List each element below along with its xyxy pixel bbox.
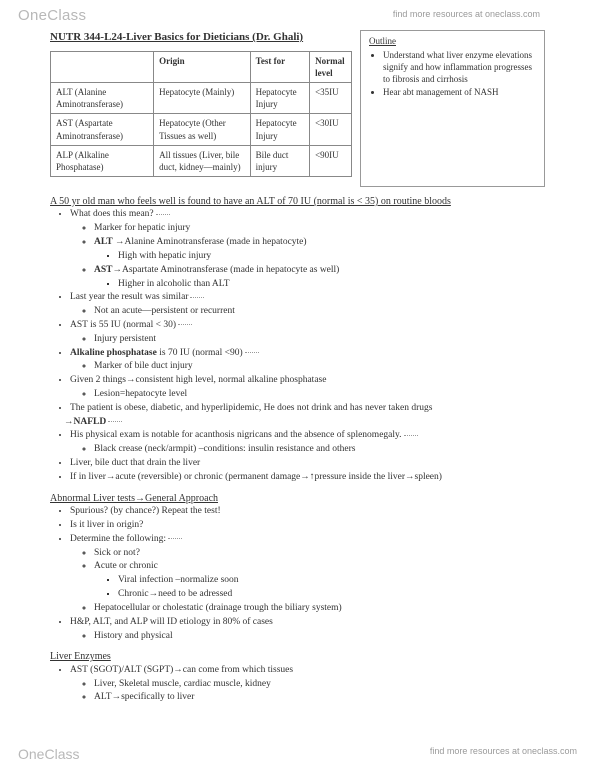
list-item: Marker for hepatic injury	[94, 222, 545, 235]
list-item: Spurious? (by chance?) Repeat the test!	[70, 505, 545, 518]
list-item: Lesion=hepatocyte level	[94, 388, 545, 401]
brand-one: One	[18, 7, 47, 24]
enzymes-section: Liver Enzymes AST (SGOT)/ALT (SGPT)→can …	[50, 650, 545, 704]
list-item: Higher in alcoholic than ALT	[118, 278, 545, 291]
list-item: Injury persistent	[94, 333, 545, 346]
list-item: If in liver→acute (reversible) or chroni…	[70, 471, 545, 484]
list-item: Not an acute—persistent or recurrent	[94, 305, 545, 318]
td: Hepatocyte Injury	[250, 114, 309, 145]
case-section: A 50 yr old man who feels well is found …	[50, 195, 545, 484]
list-item: AST is 55 IU (normal < 30)	[70, 319, 545, 332]
approach-list: Spurious? (by chance?) Repeat the test! …	[50, 505, 545, 642]
approach-title: Abnormal Liver tests→General Approach	[50, 492, 545, 506]
list-item: Acute or chronic	[94, 560, 545, 573]
case-title: A 50 yr old man who feels well is found …	[50, 195, 545, 209]
list-item: The patient is obese, diabetic, and hype…	[70, 402, 545, 415]
list-item: Sick or not?	[94, 547, 545, 560]
list-item: Determine the following:	[70, 533, 545, 546]
td: Hepatocyte Injury	[250, 83, 309, 114]
td: ALP (Alkaline Phosphatase)	[51, 145, 154, 176]
list-item: Black crease (neck/armpit) –conditions: …	[94, 443, 545, 456]
approach-section: Abnormal Liver tests→General Approach Sp…	[50, 492, 545, 643]
text: →Alanine Aminotransferase (made in hepat…	[113, 237, 307, 247]
list-item: Liver, bile duct that drain the liver	[70, 457, 545, 470]
td: <90IU	[310, 145, 352, 176]
outline-heading: Outline	[369, 35, 536, 47]
page-title: NUTR 344-L24-Liver Basics for Dieticians…	[50, 30, 352, 45]
arrow-text: →	[64, 417, 74, 427]
list-item: Given 2 things→consistent high level, no…	[70, 374, 545, 387]
list-item: Liver, Skeletal muscle, cardiac muscle, …	[94, 678, 545, 691]
list-item: History and physical	[94, 630, 545, 643]
td: <30IU	[310, 114, 352, 145]
table-row: ALP (Alkaline Phosphatase) All tissues (…	[51, 145, 352, 176]
brand-watermark-top: OneClass	[18, 6, 86, 26]
outline-item: Hear abt management of NASH	[383, 86, 536, 98]
list-item: AST (SGOT)/ALT (SGPT)→can come from whic…	[70, 664, 545, 677]
list-item: Hepatocellular or cholestatic (drainage …	[94, 602, 545, 615]
bold-text: NAFLD	[74, 417, 107, 427]
text: →Aspartate Aminotransferase (made in hep…	[112, 265, 339, 275]
bold-text: ALT	[94, 237, 113, 247]
brand-one: One	[18, 746, 44, 762]
td: AST (Aspartate Aminotransferase)	[51, 114, 154, 145]
list-item: What does this mean?	[70, 208, 545, 221]
td: All tissues (Liver, bile duct, kidney—ma…	[154, 145, 251, 176]
enzyme-table: Origin Test for Normal level ALT (Alanin…	[50, 51, 352, 177]
list-item: Marker of bile duct injury	[94, 360, 545, 373]
list-item: His physical exam is notable for acantho…	[70, 429, 545, 442]
find-more-top: find more resources at oneclass.com	[393, 8, 540, 20]
td: ALT (Alanine Aminotransferase)	[51, 83, 154, 114]
td: Hepatocyte (Mainly)	[154, 83, 251, 114]
table-header-row: Origin Test for Normal level	[51, 51, 352, 82]
list-item: Last year the result was similar	[70, 291, 545, 304]
list-item: ALT →Alanine Aminotransferase (made in h…	[94, 236, 545, 249]
list-item: High with hepatic injury	[118, 250, 545, 263]
outline-box: Outline Understand what liver enzyme ele…	[360, 30, 545, 187]
bold-text: Alkaline phosphatase	[70, 348, 157, 358]
list-item: AST→Aspartate Aminotransferase (made in …	[94, 264, 545, 277]
footer-link: find more resources at oneclass.com	[430, 745, 577, 764]
table-row: ALT (Alanine Aminotransferase) Hepatocyt…	[51, 83, 352, 114]
list-item: Viral infection –normalize soon	[118, 574, 545, 587]
enzymes-title: Liver Enzymes	[50, 650, 545, 664]
th: Normal level	[310, 51, 352, 82]
th: Origin	[154, 51, 251, 82]
header-row: NUTR 344-L24-Liver Basics for Dieticians…	[50, 30, 545, 187]
list-item: Is it liver in origin?	[70, 519, 545, 532]
brand-class: Class	[47, 7, 86, 24]
enzymes-list: AST (SGOT)/ALT (SGPT)→can come from whic…	[50, 664, 545, 704]
bold-text: AST	[94, 265, 112, 275]
brand-class: Class	[44, 746, 79, 762]
td: <35IU	[310, 83, 352, 114]
list-item: H&P, ALT, and ALP will ID etiology in 80…	[70, 616, 545, 629]
outline-item: Understand what liver enzyme elevations …	[383, 49, 536, 85]
th: Test for	[250, 51, 309, 82]
list-item: Chronic→need to be adressed	[118, 588, 545, 601]
list-item: Alkaline phosphatase is 70 IU (normal <9…	[70, 347, 545, 360]
outline-list: Understand what liver enzyme elevations …	[369, 49, 536, 98]
case-list: What does this mean? Marker for hepatic …	[50, 208, 545, 483]
text: is 70 IU (normal <90)	[157, 348, 243, 358]
td: Bile duct injury	[250, 145, 309, 176]
table-row: AST (Aspartate Aminotransferase) Hepatoc…	[51, 114, 352, 145]
list-item: ALT→specifically to liver	[94, 691, 545, 704]
list-item: →NAFLD	[64, 416, 545, 429]
th	[51, 51, 154, 82]
footer: OneClass find more resources at oneclass…	[18, 745, 577, 764]
brand-watermark-bottom: OneClass	[18, 745, 79, 764]
td: Hepatocyte (Other Tissues as well)	[154, 114, 251, 145]
